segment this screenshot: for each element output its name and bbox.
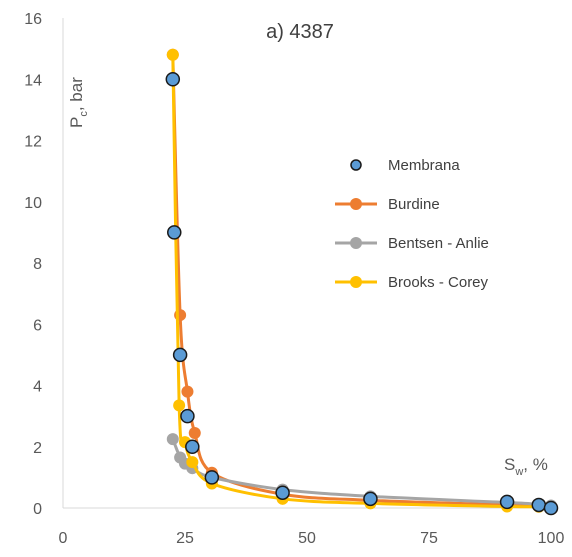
legend-marker-burdine: [350, 198, 362, 210]
x-axis-label-main: S: [504, 455, 515, 474]
x-tick-label: 100: [538, 530, 565, 547]
data-point-membrana: [165, 72, 181, 87]
data-point-bentsen-anlie: [166, 433, 179, 446]
legend-marker-brooks-corey: [350, 276, 362, 288]
legend-marker-bentsen-anlie: [350, 237, 362, 249]
legend-item-membrana: Membrana: [350, 157, 460, 174]
data-point-burdine: [181, 385, 194, 398]
y-tick-label: 2: [33, 440, 42, 457]
svg-text:Pc, bar: Pc, bar: [67, 77, 90, 128]
data-point-brooks-corey: [173, 399, 186, 412]
data-point-membrana: [204, 470, 220, 485]
legend-label-burdine: Burdine: [388, 196, 440, 213]
y-tick-label: 0: [33, 501, 42, 518]
data-point-brooks-corey: [186, 456, 199, 469]
data-point-burdine: [188, 426, 201, 439]
y-tick-label: 12: [24, 134, 42, 151]
x-axis-label-sub: w: [514, 466, 523, 478]
data-point-membrana: [499, 494, 515, 510]
y-tick-label: 8: [33, 256, 42, 273]
chart-title: a) 4387: [266, 21, 334, 43]
data-point-membrana: [275, 485, 290, 500]
data-point-membrana: [180, 408, 195, 424]
legend-label-membrana: Membrana: [388, 157, 460, 174]
legend-item-bentsen-anlie: Bentsen - Anlie: [335, 235, 489, 252]
x-tick-label: 0: [59, 530, 68, 547]
series-membrana: [165, 72, 559, 516]
legend-item-brooks-corey: Brooks - Corey: [335, 274, 489, 291]
y-axis-label-main: P: [67, 117, 86, 128]
data-point-membrana: [172, 347, 188, 363]
svg-text:Sw, %: Sw, %: [504, 455, 548, 478]
data-point-brooks-corey: [166, 48, 179, 61]
x-axis-label: Sw, %: [504, 455, 548, 478]
data-point-membrana: [543, 500, 559, 516]
series-layer: [165, 48, 559, 516]
y-tick-label: 14: [24, 72, 42, 89]
y-tick-label: 4: [33, 379, 42, 396]
data-point-membrana: [363, 491, 378, 507]
y-axis-label-rest: , bar: [67, 77, 86, 111]
x-tick-label: 75: [420, 530, 438, 547]
axes: 0 2 4 6 8 10 12 14 16 0 25 50 75 100: [24, 11, 564, 547]
legend-label-bentsen-anlie: Bentsen - Anlie: [388, 235, 489, 252]
y-tick-label: 16: [24, 11, 42, 28]
data-point-membrana: [185, 439, 200, 454]
series-line-bentsen-anlie: [171, 438, 552, 508]
x-tick-label: 50: [298, 530, 316, 547]
legend-label-brooks-corey: Brooks - Corey: [388, 274, 489, 291]
x-axis-label-rest: , %: [523, 455, 548, 474]
y-tick-label: 6: [33, 317, 42, 334]
y-tick-label: 10: [24, 195, 42, 212]
data-point-membrana: [531, 497, 547, 513]
y-axis-label: Pc, bar: [67, 77, 90, 128]
legend-marker-membrana: [350, 159, 362, 171]
y-axis-label-sub: c: [78, 111, 90, 117]
x-tick-label: 25: [176, 530, 194, 547]
data-point-membrana: [167, 225, 182, 240]
legend-item-burdine: Burdine: [335, 196, 440, 213]
legend: Membrana Burdine Bentsen - Anlie Brooks - C…: [335, 157, 489, 291]
